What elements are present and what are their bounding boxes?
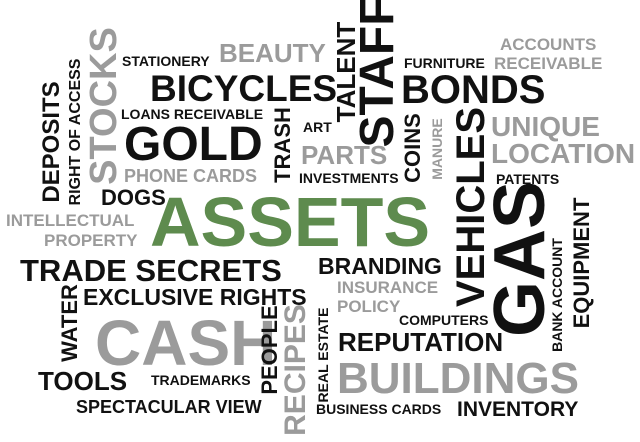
word-phone-cards: PHONE CARDS bbox=[124, 166, 258, 186]
word-talent: TALENT bbox=[331, 21, 361, 123]
word-spectacular-view: SPECTACULAR VIEW bbox=[76, 397, 262, 417]
word-dogs: DOGS bbox=[101, 185, 166, 210]
word-staff: STAFF bbox=[351, 0, 404, 148]
word-gold: GOLD bbox=[124, 118, 263, 171]
word-stocks: STOCKS bbox=[83, 27, 125, 185]
word-bonds: BONDS bbox=[401, 68, 546, 112]
word-computers: COMPUTERS bbox=[399, 312, 489, 328]
word-exclusive-rights: EXCLUSIVE RIGHTS bbox=[83, 284, 307, 310]
word-recipes: RECIPES bbox=[279, 304, 312, 436]
word-trade-secrets: TRADE SECRETS bbox=[20, 253, 282, 288]
word-loans-receivable: LOANS RECEIVABLE bbox=[121, 106, 264, 122]
word-manure: MANURE bbox=[429, 118, 445, 180]
word-stationery: STATIONERY bbox=[122, 53, 210, 69]
word-furniture: FURNITURE bbox=[404, 55, 485, 71]
word-reputation: REPUTATION bbox=[338, 327, 504, 357]
word-real-estate: REAL ESTATE bbox=[315, 307, 331, 403]
word-right-of-access: RIGHT OF ACCESS bbox=[67, 58, 84, 206]
word-inventory: INVENTORY bbox=[457, 398, 579, 421]
word-assets: ASSETS bbox=[150, 183, 431, 261]
word-people: PEOPLE bbox=[257, 305, 282, 395]
word-bank-account: BANK ACCOUNT bbox=[549, 238, 565, 352]
word-policy: POLICY bbox=[337, 297, 401, 316]
word-trash: TRASH bbox=[270, 107, 295, 183]
word-buildings: BUILDINGS bbox=[337, 354, 579, 403]
word-accounts: ACCOUNTS bbox=[500, 35, 597, 54]
word-cash: CASH bbox=[95, 307, 277, 379]
word-trademarks: TRADEMARKS bbox=[151, 372, 251, 388]
word-water: WATER bbox=[57, 284, 82, 362]
word-beauty: BEAUTY bbox=[219, 38, 326, 68]
word-location: LOCATION bbox=[491, 138, 636, 169]
word-property: PROPERTY bbox=[44, 231, 138, 250]
word-gas: GAS bbox=[480, 180, 560, 338]
word-receivable: RECEIVABLE bbox=[494, 54, 603, 73]
word-patents: PATENTS bbox=[496, 171, 560, 187]
word-unique: UNIQUE bbox=[491, 111, 600, 142]
word-parts: PARTS bbox=[301, 140, 388, 170]
word-business-cards: BUSINESS CARDS bbox=[316, 401, 442, 417]
word-deposits: DEPOSITS bbox=[38, 81, 65, 203]
word-vehicles: VEHICLES bbox=[449, 106, 493, 308]
word-branding: BRANDING bbox=[318, 253, 442, 279]
word-equipment: EQUIPMENT bbox=[569, 197, 594, 329]
word-investments: INVESTMENTS bbox=[299, 170, 399, 186]
word-art: ART bbox=[303, 119, 332, 135]
word-tools: TOOLS bbox=[38, 366, 128, 396]
word-intellectual: INTELLECTUAL bbox=[6, 211, 135, 230]
word-bicycles: BICYCLES bbox=[150, 68, 338, 109]
word-insurance: INSURANCE bbox=[337, 278, 439, 297]
word-coins: COINS bbox=[400, 113, 425, 183]
